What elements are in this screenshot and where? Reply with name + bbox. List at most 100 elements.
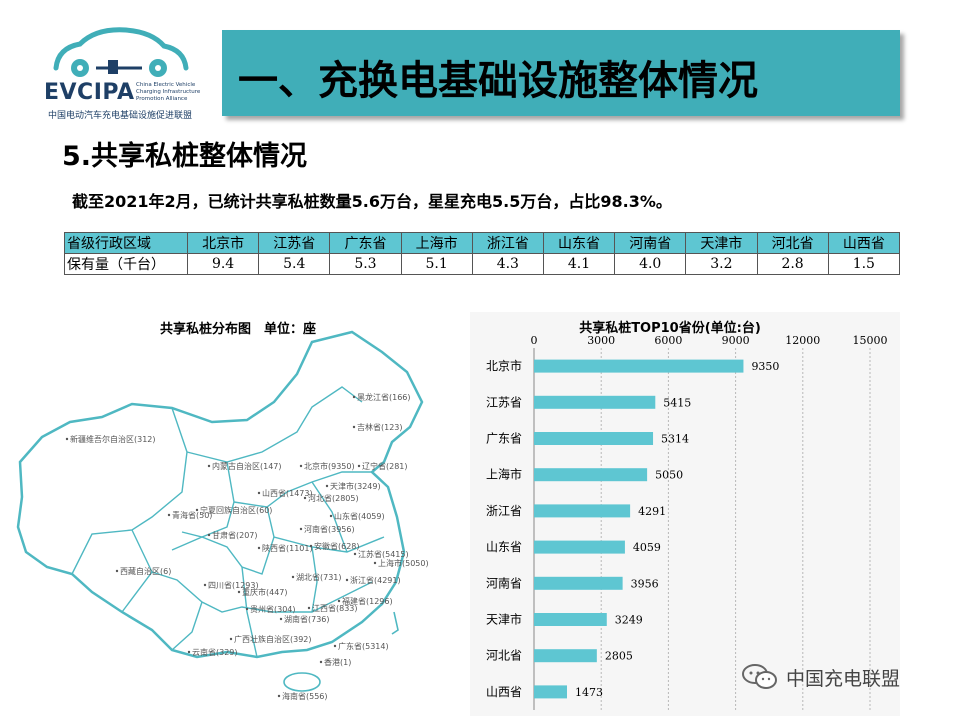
chart-data-label: 4059: [633, 541, 661, 554]
chart-x-tick-label: 3000: [587, 334, 615, 347]
chart-category-label: 广东省: [486, 432, 522, 446]
map-city-dot: [307, 606, 311, 610]
map-province-label: 香港(1): [324, 657, 351, 667]
wechat-icon: [742, 664, 777, 689]
map-province-label: 上海市(5050): [378, 558, 429, 568]
chart-data-label: 4291: [638, 505, 666, 518]
table-header-cell: 山东省: [542, 232, 616, 254]
map-province-label: 辽宁省(281): [362, 461, 408, 471]
map-city-dot: [329, 514, 333, 518]
map-city-dot: [203, 583, 207, 587]
table-header-cell: 上海市: [400, 232, 473, 254]
hainan-island: [283, 672, 321, 692]
map-province-label: 甘肃省(207): [212, 530, 258, 540]
page-title: 一、充换电基础设施整体情况: [238, 58, 758, 104]
map-province-label: 重庆市(447): [242, 587, 288, 597]
chart-bar: [534, 468, 648, 482]
map-city-dot: [245, 607, 249, 611]
watermark-text: 中国充电联盟: [786, 668, 901, 690]
map-province-label: 江西省(833): [312, 603, 358, 613]
table-cell: 5.1: [400, 253, 473, 275]
map-city-dot: [325, 484, 329, 488]
map-province-label: 山西省(1473): [262, 488, 313, 498]
map-city-dot: [195, 508, 199, 512]
chart-title: 共享私桩TOP10省份(单位:台): [579, 320, 761, 336]
evcipa-logo: EVCIPA China Electric Vehicle Charging I…: [40, 22, 205, 122]
summary-text: 截至2021年2月，已统计共享私桩数量5.6万台，星星充电5.5万台，占比98.…: [72, 192, 672, 211]
map-province-label: 陕西省(1101): [262, 543, 313, 553]
chart-bar: [534, 576, 623, 590]
chart-data-label: 3956: [631, 577, 659, 590]
map-province-label: 湖南省(736): [284, 614, 330, 624]
map-city-dot: [303, 496, 307, 500]
map-province-label: 内蒙古自治区(147): [212, 461, 282, 471]
map-city-dot: [237, 590, 241, 594]
table-cell: 4.0: [614, 253, 687, 275]
logo-english-name: China Electric Vehicle Charging Infrastr…: [136, 82, 201, 102]
wechat-watermark: 中国充电联盟: [740, 662, 950, 692]
map-province-label: 河北省(2805): [308, 493, 359, 503]
map-city-dot: [309, 544, 313, 548]
map-city-dot: [167, 513, 171, 517]
map-province-label: 海南省(556): [282, 691, 328, 701]
map-city-dot: [373, 561, 377, 565]
chart-category-label: 上海市: [486, 467, 522, 482]
chart-data-label: 1473: [575, 686, 603, 699]
chart-category-label: 山西省: [486, 685, 522, 699]
chart-x-tick-label: 9000: [722, 334, 750, 347]
chart-bar: [534, 395, 656, 409]
map-city-dot: [257, 546, 261, 550]
map-province-label: 四川省(1293): [208, 580, 259, 590]
chart-category-label: 河南省: [486, 575, 522, 590]
chart-bar: [534, 613, 607, 626]
map-city-dot: [115, 569, 119, 573]
table-cell: 5.4: [258, 253, 331, 275]
map-city-dot: [291, 575, 295, 579]
table-cell: 5.3: [329, 253, 402, 275]
chart-bar: [534, 359, 744, 373]
map-province-label: 浙江省(4291): [350, 575, 401, 585]
section-subtitle: 5.共享私桩整体情况: [62, 141, 308, 172]
table-cell: 4.1: [542, 253, 616, 275]
map-city-dot: [352, 425, 356, 429]
chart-x-tick-label: 0: [531, 334, 538, 347]
map-province-label: 江苏省(5415): [358, 549, 409, 559]
table-header-cell: 天津市: [685, 232, 758, 254]
table-header-cell: 河北省: [756, 232, 829, 254]
table-header-row: 省级行政区域 北京市 江苏省 广东省 上海市 浙江省 山东省 河南省 天津市 河…: [64, 232, 901, 254]
map-province-label: 黑龙江省(166): [357, 392, 411, 402]
car-plug-icon: [53, 27, 189, 77]
table-cell: 3.2: [685, 253, 758, 275]
chart-data-label: 9350: [751, 360, 779, 373]
china-distribution-map: 黑龙江省(166) 吉林省(123) 新疆维吾尔自治区(312) 内蒙古自治区(147…: [16, 330, 429, 701]
table-header-label: 省级行政区域: [64, 232, 188, 254]
map-province-label: 湖北省(731): [296, 572, 342, 582]
chart-data-label: 2805: [605, 650, 633, 663]
table-row: 保有量（千台） 9.4 5.4 5.3 5.1 4.3 4.1 4.0 3.2 …: [64, 253, 901, 275]
map-province-label: 贵州省(304): [250, 604, 296, 614]
chart-data-label: 3249: [615, 614, 643, 627]
map-city-dot: [337, 599, 341, 603]
map-city-dot: [279, 617, 283, 621]
table-cell: 2.8: [756, 253, 829, 275]
chart-data-label: 5314: [661, 433, 689, 446]
table-cell: 9.4: [186, 253, 260, 275]
map-city-dot: [257, 491, 261, 495]
map-province-label: 新疆维吾尔自治区(312): [70, 434, 156, 444]
chart-category-label: 河北省: [486, 649, 522, 663]
table-header-cell: 广东省: [329, 232, 402, 254]
table-cell: 1.5: [827, 253, 901, 275]
map-city-dot: [319, 660, 323, 664]
chart-bar: [534, 432, 654, 445]
map-province-label: 天津市(3249): [330, 481, 381, 491]
logo-chinese-name: 中国电动汽车充电基础设施促进联盟: [48, 111, 193, 121]
map-province-label: 山东省(4059): [334, 511, 385, 521]
title-bar: 一、充换电基础设施整体情况: [222, 30, 900, 116]
chart-category-label: 山东省: [486, 540, 522, 554]
map-province-label: 北京市(9350): [304, 461, 355, 471]
chart-data-label: 5415: [663, 396, 691, 409]
chart-x-tick-label: 6000: [654, 334, 682, 347]
logo-wordmark: EVCIPA: [44, 80, 135, 105]
map-city-dot: [299, 527, 303, 531]
top10-bar-chart: 共享私桩TOP10省份(单位:台) 0 3000 6000 9000 12000 1500…: [470, 312, 900, 716]
